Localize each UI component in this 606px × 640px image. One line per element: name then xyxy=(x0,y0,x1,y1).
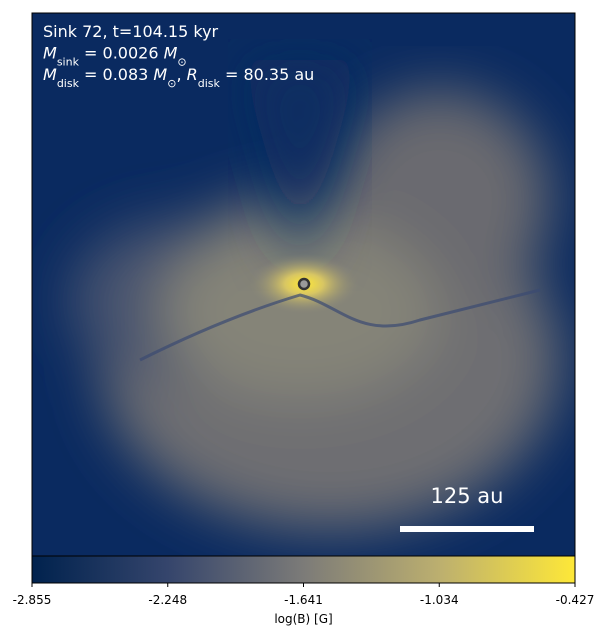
annotation: Mdisk = 0.083 M⊙, Rdisk = 80.35 au xyxy=(43,65,314,90)
tick-label: -1.034 xyxy=(420,593,459,607)
field-map xyxy=(32,13,575,556)
tick-label: -2.248 xyxy=(148,593,187,607)
sink xyxy=(297,277,311,291)
annotation-part: = 0.083 xyxy=(79,65,153,84)
colorbar xyxy=(31,555,576,584)
tick-label: -2.855 xyxy=(13,593,52,607)
annotation-part: , xyxy=(176,65,186,84)
annotation-part: Sink 72, t=104.15 kyr xyxy=(43,22,219,41)
annotation-part: = 0.0026 xyxy=(79,44,164,63)
subscript: disk xyxy=(57,77,80,90)
colorbar-label: log(B) [G] xyxy=(274,612,332,626)
annotation: Sink 72, t=104.15 kyr xyxy=(43,22,219,41)
scale-bar-label: 125 au xyxy=(431,484,504,508)
tick-label: -1.641 xyxy=(284,593,323,607)
annotation-part: M xyxy=(164,44,178,63)
subscript: ⊙ xyxy=(167,77,176,90)
subscript: ⊙ xyxy=(177,55,186,68)
scale-bar xyxy=(400,526,534,532)
tick-label: -0.427 xyxy=(556,593,595,607)
annotation: Msink = 0.0026 M⊙ xyxy=(43,44,187,69)
annotation-part: M xyxy=(43,65,57,84)
annotation-part: M xyxy=(43,44,57,63)
subscript: sink xyxy=(57,55,80,68)
annotation-part: M xyxy=(153,65,167,84)
annotation-part: R xyxy=(187,65,198,84)
subscript: disk xyxy=(198,77,221,90)
annotation-part: = 80.35 au xyxy=(220,65,314,84)
